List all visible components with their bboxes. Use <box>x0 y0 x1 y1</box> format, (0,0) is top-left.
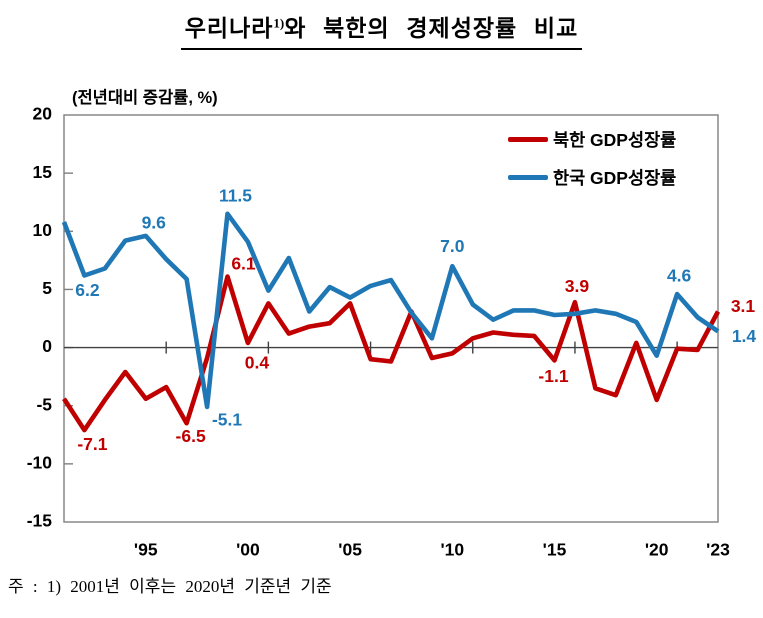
y-axis-tick-label: 0 <box>42 336 52 356</box>
data-point-label: 6.1 <box>231 253 256 273</box>
x-axis-tick-label: '95 <box>134 540 158 560</box>
y-axis-tick-label: 10 <box>33 220 53 240</box>
y-axis-tick-label: -5 <box>36 394 52 414</box>
y-axis-tick-label: 5 <box>42 278 52 298</box>
data-point-label: -5.1 <box>212 410 242 430</box>
y-axis-tick-label: -15 <box>27 511 53 531</box>
data-point-label: -6.5 <box>176 426 206 446</box>
data-point-label: -7.1 <box>77 434 107 454</box>
data-point-label: 7.0 <box>440 236 465 256</box>
red-line-swatch <box>508 136 548 142</box>
legend-item-south-korea: 한국 GDP성장률 <box>508 166 676 188</box>
chart-title-text: 우리나라 <box>184 16 274 41</box>
data-point-label: 6.2 <box>75 280 100 300</box>
x-axis-tick-label: '00 <box>236 540 260 560</box>
data-point-label: -1.1 <box>538 366 568 386</box>
chart-footnote: 주 : 1) 2001년 이후는 2020년 기준년 기준 <box>8 577 332 596</box>
legend-item-north-korea: 북한 GDP성장률 <box>508 128 676 150</box>
y-axis-tick-label: 15 <box>33 162 53 182</box>
x-axis-tick-label: '05 <box>338 540 362 560</box>
y-axis-tick-label: 20 <box>33 104 53 124</box>
chart-title-text-rest: 와 북한의 경제성장률 비교 <box>284 16 579 41</box>
y-axis-unit-label: (전년대비 증감률, %) <box>72 89 218 107</box>
page-title: 우리나라1)와 북한의 경제성장률 비교 <box>0 9 763 50</box>
south-korea-gdp-line <box>61 211 720 410</box>
data-point-label: 3.1 <box>731 296 756 316</box>
blue-line-swatch <box>508 174 548 180</box>
legend-label-north-korea: 북한 GDP성장률 <box>553 129 677 150</box>
data-point-label: 4.6 <box>667 266 692 286</box>
data-point-label: 0.4 <box>245 353 270 373</box>
chart-legend: 북한 GDP성장률 한국 GDP성장률 <box>508 128 676 188</box>
x-axis-tick-label: '23 <box>706 540 730 560</box>
data-point-label: 3.9 <box>565 276 590 296</box>
chart-title: 우리나라1)와 북한의 경제성장률 비교 <box>180 9 583 50</box>
data-point-label: 1.4 <box>732 326 757 346</box>
plot-border <box>63 114 719 523</box>
legend-label-south-korea: 한국 GDP성장률 <box>553 167 677 188</box>
data-point-label: 9.6 <box>142 213 167 233</box>
x-axis-tick-label: '10 <box>440 540 464 560</box>
north-korea-gdp-line <box>62 274 721 433</box>
x-axis-tick-label: '20 <box>645 540 669 560</box>
chart-title-footnote-marker: 1) <box>273 15 285 31</box>
y-axis-tick-label: -10 <box>27 452 53 472</box>
data-point-label: 11.5 <box>219 185 252 205</box>
x-axis-tick-label: '15 <box>543 540 567 560</box>
